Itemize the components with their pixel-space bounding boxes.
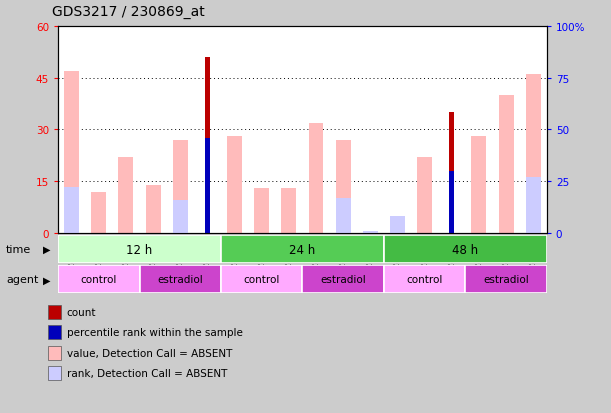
- Bar: [91, 192, 106, 233]
- Bar: [302, 266, 384, 294]
- Text: control: control: [406, 275, 443, 285]
- Bar: [48, 325, 61, 339]
- Text: estradiol: estradiol: [320, 275, 366, 285]
- Bar: [254, 189, 269, 233]
- Bar: [472, 137, 486, 233]
- Bar: [363, 231, 378, 233]
- Text: count: count: [67, 307, 97, 317]
- Text: ▶: ▶: [43, 244, 50, 254]
- Bar: [173, 200, 188, 233]
- Bar: [221, 266, 302, 294]
- Text: ▶: ▶: [43, 275, 50, 285]
- Bar: [499, 96, 514, 233]
- Bar: [384, 235, 547, 263]
- Bar: [417, 158, 432, 233]
- Text: control: control: [244, 275, 280, 285]
- Bar: [449, 171, 455, 233]
- Text: control: control: [81, 275, 117, 285]
- Bar: [221, 235, 384, 263]
- Bar: [526, 75, 541, 233]
- Bar: [390, 217, 405, 233]
- Text: agent: agent: [6, 275, 38, 285]
- Bar: [526, 178, 541, 233]
- Bar: [58, 266, 139, 294]
- Text: estradiol: estradiol: [483, 275, 529, 285]
- Bar: [335, 198, 351, 233]
- Bar: [139, 266, 221, 294]
- Bar: [466, 266, 547, 294]
- Bar: [48, 305, 61, 319]
- Bar: [119, 158, 133, 233]
- Bar: [58, 235, 221, 263]
- Bar: [309, 123, 323, 233]
- Text: 24 h: 24 h: [290, 243, 315, 256]
- Text: GDS3217 / 230869_at: GDS3217 / 230869_at: [52, 5, 205, 19]
- Bar: [48, 346, 61, 360]
- Text: time: time: [6, 244, 31, 254]
- Bar: [384, 266, 466, 294]
- Bar: [282, 189, 296, 233]
- Bar: [205, 58, 210, 233]
- Bar: [173, 140, 188, 233]
- Text: value, Detection Call = ABSENT: value, Detection Call = ABSENT: [67, 348, 232, 358]
- Text: estradiol: estradiol: [158, 275, 203, 285]
- Bar: [145, 185, 161, 233]
- Bar: [227, 137, 242, 233]
- Bar: [205, 138, 210, 233]
- Text: 48 h: 48 h: [452, 243, 478, 256]
- Text: rank, Detection Call = ABSENT: rank, Detection Call = ABSENT: [67, 368, 227, 378]
- Text: percentile rank within the sample: percentile rank within the sample: [67, 328, 243, 337]
- Bar: [449, 113, 455, 233]
- Bar: [48, 366, 61, 380]
- Text: 12 h: 12 h: [126, 243, 153, 256]
- Bar: [64, 71, 79, 233]
- Bar: [335, 140, 351, 233]
- Bar: [64, 188, 79, 233]
